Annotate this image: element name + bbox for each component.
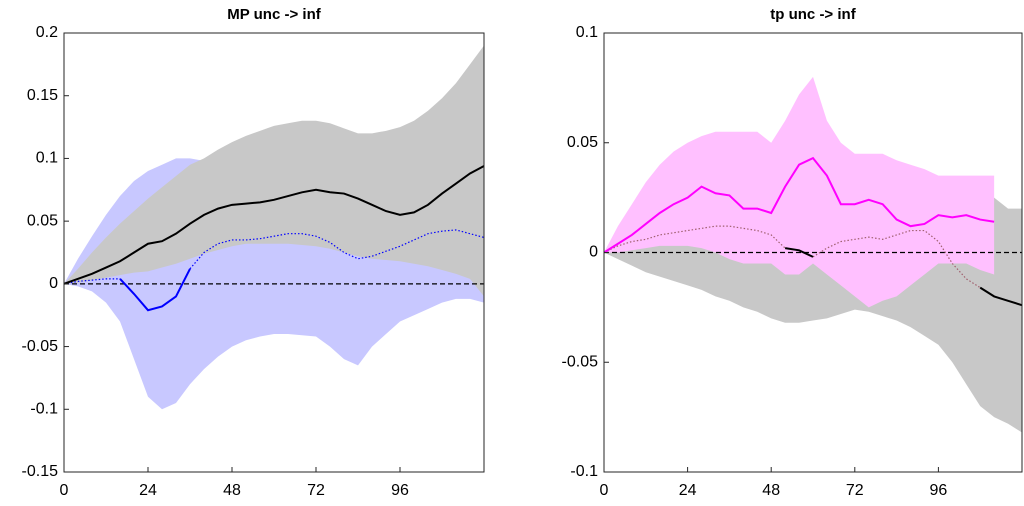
y-tick-label: -0.05 [22,338,59,355]
y-tick-label: 0.1 [36,150,58,167]
chart-title: MP unc -> inf [227,6,321,23]
irf-line [63,165,485,285]
y-tick-label: -0.1 [570,463,598,480]
x-tick-label: 0 [60,482,69,499]
x-tick-label: 48 [223,482,241,499]
y-tick-label: 0.05 [567,134,598,151]
x-tick-label: 24 [679,482,697,499]
irf-line [784,247,1023,307]
y-tick-label: 0.2 [36,24,58,41]
confidence-band [604,76,995,308]
x-tick-label: 96 [930,482,948,499]
confidence-band [64,45,484,297]
chart-title: tp unc -> inf [770,6,856,23]
y-tick-label: -0.05 [562,353,599,370]
y-tick-label: -0.15 [22,463,59,480]
y-tick-label: 0 [49,275,58,292]
y-tick-label: 0.15 [27,87,58,104]
irf-line [119,268,191,312]
y-tick-label: 0 [589,244,598,261]
axes-frame [63,32,485,473]
x-tick-label: 72 [307,482,325,499]
x-tick-label: 72 [846,482,864,499]
y-tick-label: 0.1 [576,24,598,41]
x-tick-label: 48 [762,482,780,499]
y-tick-label: 0.05 [27,212,58,229]
irf-line [63,229,485,285]
x-tick-label: 0 [600,482,609,499]
x-tick-label: 24 [139,482,157,499]
irf-line [603,156,995,254]
y-tick-label: -0.1 [30,401,58,418]
x-tick-label: 96 [391,482,409,499]
irf-line [603,225,981,289]
